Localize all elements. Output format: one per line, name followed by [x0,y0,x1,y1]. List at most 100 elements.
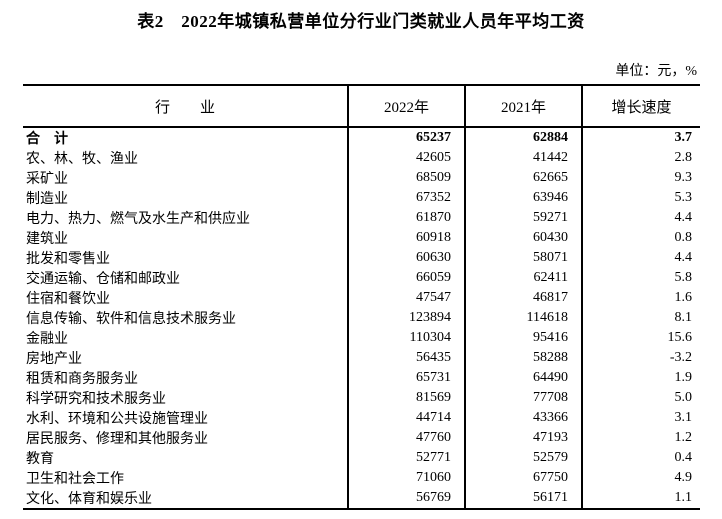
row-industry-label: 文化、体育和娱乐业 [23,488,349,509]
row-value-2022: 56769 [348,488,466,509]
col-header-growth: 增长速度 [582,85,700,128]
row-value-2021: 64490 [465,368,583,388]
row-value-2022: 42605 [348,148,466,168]
row-industry-label: 水利、环境和公共设施管理业 [23,408,349,428]
row-value-2021: 59271 [465,208,583,228]
table-row: 水利、环境和公共设施管理业 44714 43366 3.1 [23,408,700,428]
col-header-2021: 2021年 [465,85,583,128]
row-value-2021: 58288 [465,348,583,368]
row-value-2021: 43366 [465,408,583,428]
page-title: 表2 2022年城镇私营单位分行业门类就业人员年平均工资 [137,12,585,31]
row-growth-rate: 4.4 [674,210,693,225]
row-value-2022: 71060 [348,468,466,488]
row-industry-label: 卫生和社会工作 [23,468,349,488]
row-value-2022: 81569 [348,388,466,408]
row-industry-label: 建筑业 [23,228,349,248]
table-row: 科学研究和技术服务业 81569 77708 5.0 [23,388,700,408]
row-growth-rate: 4.9 [674,470,693,485]
row-value-2021: 62665 [465,168,583,188]
wage-table: 行 业 2022年 2021年 增长速度 合 计 65237 62884 3.7 农、林… [23,84,700,510]
table-row: 房地产业 56435 58288 -3.2 [23,348,700,368]
row-value-2021: 60430 [465,228,583,248]
row-value-2021: 46817 [465,288,583,308]
header-row: 行 业 2022年 2021年 增长速度 [23,85,700,128]
row-value-2022: 56435 [348,348,466,368]
row-industry-label: 租赁和商务服务业 [23,368,349,388]
row-value-2022: 47760 [348,428,466,448]
row-growth-rate: 9.3 [674,170,693,185]
row-value-2022: 123894 [348,308,466,328]
row-value-2022: 44714 [348,408,466,428]
row-industry-label: 采矿业 [23,168,349,188]
row-industry-label: 教育 [23,448,349,468]
row-growth-rate: 0.8 [674,230,693,245]
row-growth-rate: 0.4 [674,450,693,465]
row-value-2022: 68509 [348,168,466,188]
row-value-2022: 65237 [348,127,466,148]
row-industry-label: 电力、热力、燃气及水生产和供应业 [23,208,349,228]
row-growth-rate: 4.4 [674,250,693,265]
table-row: 卫生和社会工作 71060 67750 4.9 [23,468,700,488]
table-row: 电力、热力、燃气及水生产和供应业 61870 59271 4.4 [23,208,700,228]
row-industry-label: 批发和零售业 [23,248,349,268]
table-row: 信息传输、软件和信息技术服务业 123894 114618 8.1 [23,308,700,328]
row-value-2022: 110304 [348,328,466,348]
row-industry-label: 农、林、牧、渔业 [23,148,349,168]
row-growth-rate: 1.2 [674,430,693,445]
row-value-2022: 60630 [348,248,466,268]
row-value-2021: 77708 [465,388,583,408]
row-growth-rate: 5.0 [674,390,693,405]
row-growth-rate: 3.7 [674,130,693,145]
row-value-2021: 62884 [465,127,583,148]
row-growth-rate: 2.8 [674,150,693,165]
row-value-2022: 66059 [348,268,466,288]
table-row: 租赁和商务服务业 65731 64490 1.9 [23,368,700,388]
row-value-2021: 58071 [465,248,583,268]
row-industry-label: 合 计 [23,127,349,148]
row-value-2022: 67352 [348,188,466,208]
row-industry-label: 交通运输、仓储和邮政业 [23,268,349,288]
row-industry-label: 制造业 [23,188,349,208]
row-value-2021: 67750 [465,468,583,488]
row-growth-rate: 5.8 [674,270,693,285]
row-industry-label: 金融业 [23,328,349,348]
row-value-2021: 56171 [465,488,583,509]
row-value-2021: 47193 [465,428,583,448]
row-growth-rate: 15.6 [667,330,693,345]
row-industry-label: 房地产业 [23,348,349,368]
col-header-industry: 行 业 [23,85,349,128]
row-growth-rate: 5.3 [674,190,693,205]
row-value-2021: 63946 [465,188,583,208]
row-industry-label: 信息传输、软件和信息技术服务业 [23,308,349,328]
row-growth-rate: 1.6 [674,290,693,305]
table-row: 金融业 110304 95416 15.6 [23,328,700,348]
row-industry-label: 住宿和餐饮业 [23,288,349,308]
row-growth-rate: 8.1 [674,310,693,325]
row-value-2022: 47547 [348,288,466,308]
table-row: 建筑业 60918 60430 0.8 [23,228,700,248]
row-growth-rate: 1.9 [674,370,693,385]
row-value-2022: 65731 [348,368,466,388]
table-row: 文化、体育和娱乐业 56769 56171 1.1 [23,488,700,509]
col-header-2022: 2022年 [348,85,466,128]
table-row: 交通运输、仓储和邮政业 66059 62411 5.8 [23,268,700,288]
row-industry-label: 居民服务、修理和其他服务业 [23,428,349,448]
row-value-2021: 114618 [465,308,583,328]
row-value-2022: 61870 [348,208,466,228]
row-industry-label: 科学研究和技术服务业 [23,388,349,408]
row-growth-rate: -3.2 [669,350,692,365]
table-row: 住宿和餐饮业 47547 46817 1.6 [23,288,700,308]
table-row: 批发和零售业 60630 58071 4.4 [23,248,700,268]
table-row: 居民服务、修理和其他服务业 47760 47193 1.2 [23,428,700,448]
table-row: 制造业 67352 63946 5.3 [23,188,700,208]
row-value-2022: 52771 [348,448,466,468]
table-row: 农、林、牧、渔业 42605 41442 2.8 [23,148,700,168]
unit-note: 单位：元，% [615,64,697,79]
row-value-2021: 62411 [465,268,583,288]
row-value-2021: 95416 [465,328,583,348]
table-row: 采矿业 68509 62665 9.3 [23,168,700,188]
row-growth-rate: 1.1 [674,490,693,505]
table-row-total: 合 计 65237 62884 3.7 [23,127,700,148]
row-growth-rate: 3.1 [674,410,693,425]
